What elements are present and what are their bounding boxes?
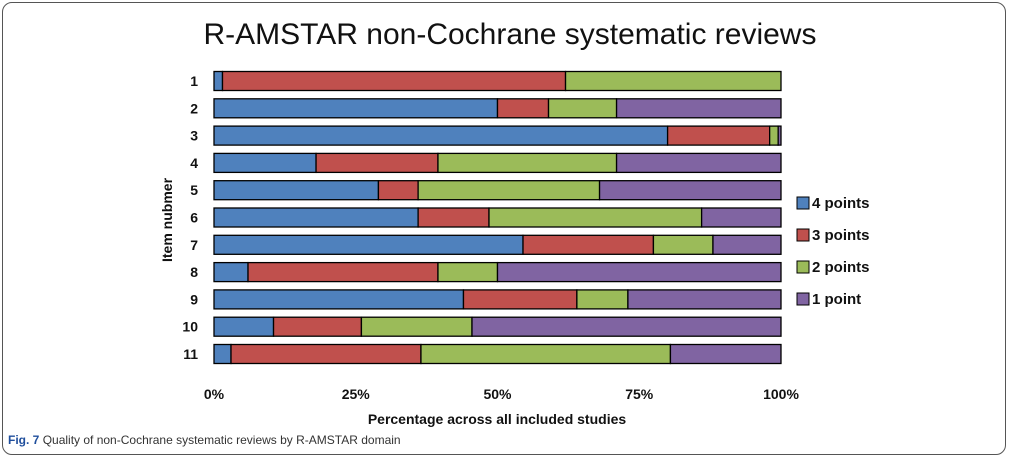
caption-text: Quality of non-Cochrane systematic revie… <box>42 433 401 447</box>
y-tick-labels: 1 2 3 4 5 6 7 8 9 10 11 <box>182 73 198 362</box>
bar-item10-series4 <box>471 316 782 337</box>
bar-item4-series3 <box>437 152 618 174</box>
bar-item7-series2 <box>522 234 655 255</box>
bar-item1-series1 <box>213 70 224 92</box>
legend-swatch <box>796 228 810 242</box>
bar-item9-series2 <box>462 289 578 310</box>
bar-item9-series4 <box>627 289 782 310</box>
bar-item10-series1 <box>213 316 275 337</box>
y-axis-label: Item nubmer <box>159 177 175 262</box>
y-tick-label: 8 <box>190 264 198 280</box>
bar-item7-series1 <box>213 234 524 255</box>
bar-item8-series2 <box>247 261 439 283</box>
bar-item7-series4 <box>712 234 782 255</box>
bar-item8-series3 <box>437 261 499 283</box>
bar-item11-series4 <box>669 343 782 365</box>
bar-item4-series4 <box>615 152 782 174</box>
y-tick-label: 9 <box>190 291 198 307</box>
bar-item11-series3 <box>420 343 672 365</box>
figure-caption: Fig. 7 Quality of non-Cochrane systemati… <box>8 433 401 447</box>
bar-item3-series3 <box>769 125 779 146</box>
x-tick-label: 100% <box>763 386 799 402</box>
bar-item5-series3 <box>417 180 601 201</box>
bar-item11-series2 <box>230 343 422 365</box>
bars-group <box>213 70 782 365</box>
legend-label: 2 points <box>812 259 870 276</box>
bar-item5-series4 <box>598 180 782 201</box>
y-tick-label: 4 <box>190 155 198 171</box>
stacked-bar-chart: R-AMSTAR non-Cochrane systematic reviews… <box>159 18 870 427</box>
legend-swatch <box>796 196 810 210</box>
y-tick-label: 5 <box>190 182 198 198</box>
x-tick-label: 75% <box>625 386 654 402</box>
bar-item6-series3 <box>488 207 703 228</box>
chart-title: R-AMSTAR non-Cochrane systematic reviews <box>204 18 817 51</box>
bar-item2-series4 <box>615 98 782 119</box>
bar-item9-series3 <box>576 289 629 310</box>
bar-item6-series2 <box>417 207 490 228</box>
legend-swatch <box>796 292 810 306</box>
bar-item3-series1 <box>213 125 669 146</box>
bar-item1-series3 <box>564 70 782 92</box>
bar-item5-series1 <box>213 180 380 201</box>
legend-label: 4 points <box>812 195 870 212</box>
legend: 4 points 3 points 2 points 1 point <box>796 195 870 308</box>
x-tick-label: 50% <box>483 386 512 402</box>
x-tick-labels: 0% 25% 50% 75% 100% <box>204 386 800 402</box>
caption-fig-label: Fig. 7 <box>8 433 40 447</box>
bar-item6-series4 <box>700 207 782 228</box>
bar-item9-series1 <box>213 289 465 310</box>
y-tick-label: 6 <box>190 210 198 226</box>
bar-item4-series1 <box>213 152 317 174</box>
y-tick-label: 7 <box>190 237 198 253</box>
bar-item11-series1 <box>213 343 232 365</box>
y-tick-label: 1 <box>190 73 198 89</box>
bar-item6-series1 <box>213 207 419 228</box>
x-tick-label: 0% <box>204 386 225 402</box>
bar-item5-series2 <box>377 180 419 201</box>
y-tick-label: 11 <box>183 346 198 362</box>
legend-swatch <box>796 260 810 274</box>
y-tick-label: 2 <box>190 100 198 116</box>
bar-item3-series2 <box>666 125 771 146</box>
bar-item10-series2 <box>272 316 363 337</box>
legend-label: 3 points <box>812 227 870 244</box>
bar-item3-series4 <box>777 125 782 146</box>
y-tick-label: 10 <box>182 319 198 335</box>
bar-item2-series1 <box>213 98 499 119</box>
legend-label: 1 point <box>812 291 861 308</box>
bar-item8-series4 <box>496 261 782 283</box>
bar-item4-series2 <box>315 152 439 174</box>
x-axis-label: Percentage across all included studies <box>368 411 627 427</box>
bar-item8-series1 <box>213 261 249 283</box>
bar-item10-series3 <box>360 316 473 337</box>
bar-item2-series3 <box>547 98 618 119</box>
bar-item1-series2 <box>221 70 567 92</box>
bar-item2-series2 <box>496 98 550 119</box>
bar-item7-series3 <box>652 234 714 255</box>
x-tick-label: 25% <box>342 386 371 402</box>
y-tick-label: 3 <box>190 128 198 144</box>
